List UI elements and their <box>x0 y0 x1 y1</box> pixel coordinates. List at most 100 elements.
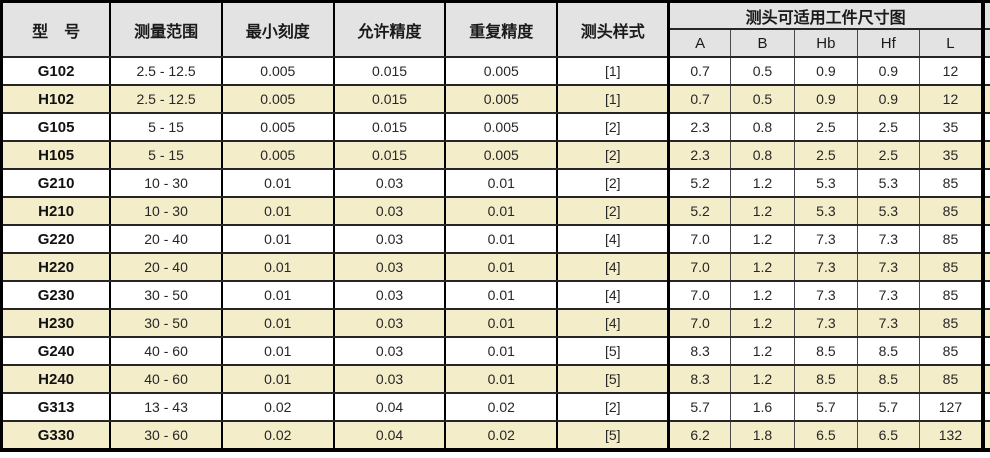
range-cell: 30 - 60 <box>110 421 223 451</box>
dim-hb-cell: 6.5 <box>794 421 858 451</box>
range-cell: 40 - 60 <box>110 337 223 366</box>
repeatability-cell: 0.01 <box>445 253 559 282</box>
col-header-dim-a: A <box>668 29 731 58</box>
dim-hb-cell: 0.9 <box>794 57 858 86</box>
model-cell: H240 <box>1 365 112 394</box>
dim-l-cell: 12 <box>919 57 985 86</box>
dim-hf-cell: 8.5 <box>857 337 921 366</box>
col-header-dim-b: B <box>730 29 796 58</box>
dim-hb-cell: 7.3 <box>794 225 858 254</box>
dim-a-cell: 7.0 <box>668 281 731 310</box>
model-cell: G210 <box>1 169 112 198</box>
dim-l-cell: 127 <box>919 393 985 422</box>
probe-style-cell: [4] <box>557 309 671 338</box>
accuracy-cell: 0.04 <box>333 421 447 451</box>
dim-a-cell: 6.2 <box>668 421 731 451</box>
dim-b-cell: 0.5 <box>730 85 796 114</box>
dim-hb-cell: 5.7 <box>794 393 858 422</box>
probe-style-cell: [1] <box>557 85 671 114</box>
probe-style-cell: [5] <box>557 421 671 451</box>
dim-hb-cell: 8.5 <box>794 365 858 394</box>
cropped-next-column-header <box>982 29 990 58</box>
dim-l-cell: 35 <box>919 113 985 142</box>
range-cell: 2.5 - 12.5 <box>110 57 223 86</box>
dim-hb-cell: 7.3 <box>794 253 858 282</box>
repeatability-cell: 0.01 <box>445 309 559 338</box>
cropped-next-column-cell <box>982 141 990 170</box>
accuracy-cell: 0.03 <box>333 365 447 394</box>
cropped-next-column-cell <box>982 197 990 226</box>
repeatability-cell: 0.02 <box>445 393 559 422</box>
probe-style-cell: [4] <box>557 253 671 282</box>
repeatability-cell: 0.01 <box>445 337 559 366</box>
header-row-sub: A B Hb Hf L <box>2 29 990 58</box>
model-cell: H210 <box>1 197 112 226</box>
dim-a-cell: 8.3 <box>668 337 731 366</box>
accuracy-cell: 0.04 <box>333 393 447 422</box>
cropped-next-column-cell <box>982 225 990 254</box>
spec-table-header: 型 号 测量范围 最小刻度 允许精度 重复精度 测头样式 测头可适用工件尺寸图 … <box>1 1 990 58</box>
repeatability-cell: 0.01 <box>445 225 559 254</box>
cropped-next-column-cell <box>982 281 990 310</box>
accuracy-cell: 0.03 <box>333 225 447 254</box>
cropped-next-column-cell <box>982 337 990 366</box>
accuracy-cell: 0.015 <box>333 85 447 114</box>
table-row: G105 5 - 15 0.005 0.015 0.005 [2] 2.3 0.8 2.5 2.5… <box>1 113 990 142</box>
table-row: G102 2.5 - 12.5 0.005 0.015 0.005 [1] 0.7 0.5 0.… <box>1 57 990 86</box>
dim-b-cell: 1.2 <box>730 365 796 394</box>
range-cell: 13 - 43 <box>110 393 223 422</box>
dim-b-cell: 1.2 <box>730 225 796 254</box>
probe-style-cell: [2] <box>557 169 671 198</box>
range-cell: 10 - 30 <box>110 169 223 198</box>
col-header-probe-style: 测头样式 <box>557 1 671 58</box>
dim-hf-cell: 7.3 <box>857 309 921 338</box>
col-header-repeatability: 重复精度 <box>445 1 559 58</box>
dim-a-cell: 0.7 <box>668 57 731 86</box>
col-header-dims-group: 测头可适用工件尺寸图 <box>668 1 985 30</box>
probe-style-cell: [2] <box>557 141 671 170</box>
col-header-min-scale: 最小刻度 <box>221 1 335 58</box>
model-cell: G105 <box>1 113 112 142</box>
table-row: H240 40 - 60 0.01 0.03 0.01 [5] 8.3 1.2 8.5 8.5 85 <box>1 365 990 394</box>
dim-hf-cell: 0.9 <box>857 85 921 114</box>
min-scale-cell: 0.005 <box>221 57 335 86</box>
range-cell: 30 - 50 <box>110 281 223 310</box>
dim-hb-cell: 5.3 <box>794 169 858 198</box>
accuracy-cell: 0.03 <box>333 281 447 310</box>
dim-l-cell: 85 <box>919 169 985 198</box>
cropped-next-column-cell <box>982 85 990 114</box>
spec-table-body: G102 2.5 - 12.5 0.005 0.015 0.005 [1] 0.7 0.5 0.… <box>1 57 990 451</box>
min-scale-cell: 0.01 <box>221 309 335 338</box>
dim-hf-cell: 0.9 <box>857 57 921 86</box>
accuracy-cell: 0.03 <box>333 337 447 366</box>
dim-l-cell: 85 <box>919 365 985 394</box>
model-cell: H220 <box>1 253 112 282</box>
table-row: G330 30 - 60 0.02 0.04 0.02 [5] 6.2 1.8 6.5 6.5 13… <box>1 421 990 451</box>
dim-l-cell: 132 <box>919 421 985 451</box>
repeatability-cell: 0.005 <box>445 57 559 86</box>
dim-a-cell: 7.0 <box>668 309 731 338</box>
model-cell: G220 <box>1 225 112 254</box>
model-cell: G230 <box>1 281 112 310</box>
repeatability-cell: 0.01 <box>445 281 559 310</box>
table-row: H105 5 - 15 0.005 0.015 0.005 [2] 2.3 0.8 2.5 2.5… <box>1 141 990 170</box>
model-cell: G240 <box>1 337 112 366</box>
min-scale-cell: 0.02 <box>221 393 335 422</box>
probe-style-cell: [4] <box>557 225 671 254</box>
min-scale-cell: 0.01 <box>221 337 335 366</box>
min-scale-cell: 0.01 <box>221 365 335 394</box>
header-row-main: 型 号 测量范围 最小刻度 允许精度 重复精度 测头样式 测头可适用工件尺寸图 <box>1 1 990 58</box>
table-row: G220 20 - 40 0.01 0.03 0.01 [4] 7.0 1.2 7.3 7.3 85 <box>1 225 990 254</box>
probe-style-cell: [5] <box>557 365 671 394</box>
dim-b-cell: 1.2 <box>730 169 796 198</box>
dim-hf-cell: 5.3 <box>857 197 921 226</box>
table-row: G240 40 - 60 0.01 0.03 0.01 [5] 8.3 1.2 8.5 8.5 85 <box>1 337 990 366</box>
table-row: G230 30 - 50 0.01 0.03 0.01 [4] 7.0 1.2 7.3 7.3 85 <box>1 281 990 310</box>
dim-l-cell: 85 <box>919 253 985 282</box>
dim-l-cell: 85 <box>919 309 985 338</box>
dim-hb-cell: 0.9 <box>794 85 858 114</box>
dim-hf-cell: 6.5 <box>857 421 921 451</box>
probe-style-cell: [2] <box>557 393 671 422</box>
dim-a-cell: 5.2 <box>668 169 731 198</box>
cropped-next-column-cell <box>982 393 990 422</box>
